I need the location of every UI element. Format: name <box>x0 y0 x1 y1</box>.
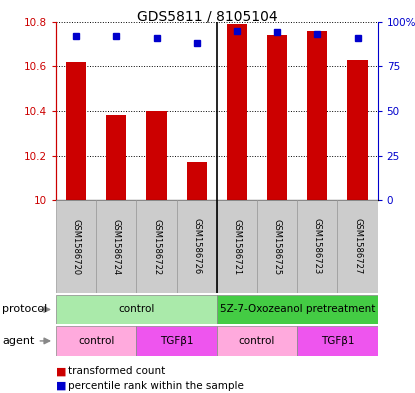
Bar <box>177 200 217 293</box>
Text: GSM1586725: GSM1586725 <box>273 219 282 275</box>
Text: GSM1586720: GSM1586720 <box>72 219 81 275</box>
Text: control: control <box>78 336 115 346</box>
Text: GSM1586724: GSM1586724 <box>112 219 121 275</box>
Bar <box>96 200 137 293</box>
Text: GDS5811 / 8105104: GDS5811 / 8105104 <box>137 10 278 24</box>
Bar <box>187 162 207 200</box>
Bar <box>146 111 166 200</box>
Text: GSM1586726: GSM1586726 <box>192 219 201 275</box>
Text: transformed count: transformed count <box>68 366 166 376</box>
Text: GSM1586721: GSM1586721 <box>232 219 242 275</box>
Bar <box>347 60 368 200</box>
Bar <box>56 295 217 324</box>
Bar <box>217 326 297 356</box>
Text: TGFβ1: TGFβ1 <box>321 336 354 346</box>
Text: percentile rank within the sample: percentile rank within the sample <box>68 381 244 391</box>
Text: control: control <box>118 305 155 314</box>
Bar <box>267 35 287 200</box>
Bar <box>227 24 247 200</box>
Bar <box>217 200 257 293</box>
Text: GSM1586723: GSM1586723 <box>313 219 322 275</box>
Text: TGFβ1: TGFβ1 <box>160 336 193 346</box>
Text: protocol: protocol <box>2 305 47 314</box>
Bar <box>307 31 327 200</box>
Bar <box>217 295 378 324</box>
Bar <box>56 326 137 356</box>
Text: GSM1586727: GSM1586727 <box>353 219 362 275</box>
Bar <box>106 116 127 200</box>
Text: control: control <box>239 336 275 346</box>
Bar <box>297 326 378 356</box>
Bar <box>56 200 96 293</box>
Bar <box>137 200 177 293</box>
Bar <box>66 62 86 200</box>
Bar <box>137 326 217 356</box>
Bar <box>297 200 337 293</box>
Text: 5Z-7-Oxozeanol pretreatment: 5Z-7-Oxozeanol pretreatment <box>220 305 375 314</box>
Text: ■: ■ <box>56 366 66 376</box>
Bar <box>337 200 378 293</box>
Bar <box>257 200 297 293</box>
Text: agent: agent <box>2 336 34 346</box>
Text: ■: ■ <box>56 381 66 391</box>
Text: GSM1586722: GSM1586722 <box>152 219 161 275</box>
